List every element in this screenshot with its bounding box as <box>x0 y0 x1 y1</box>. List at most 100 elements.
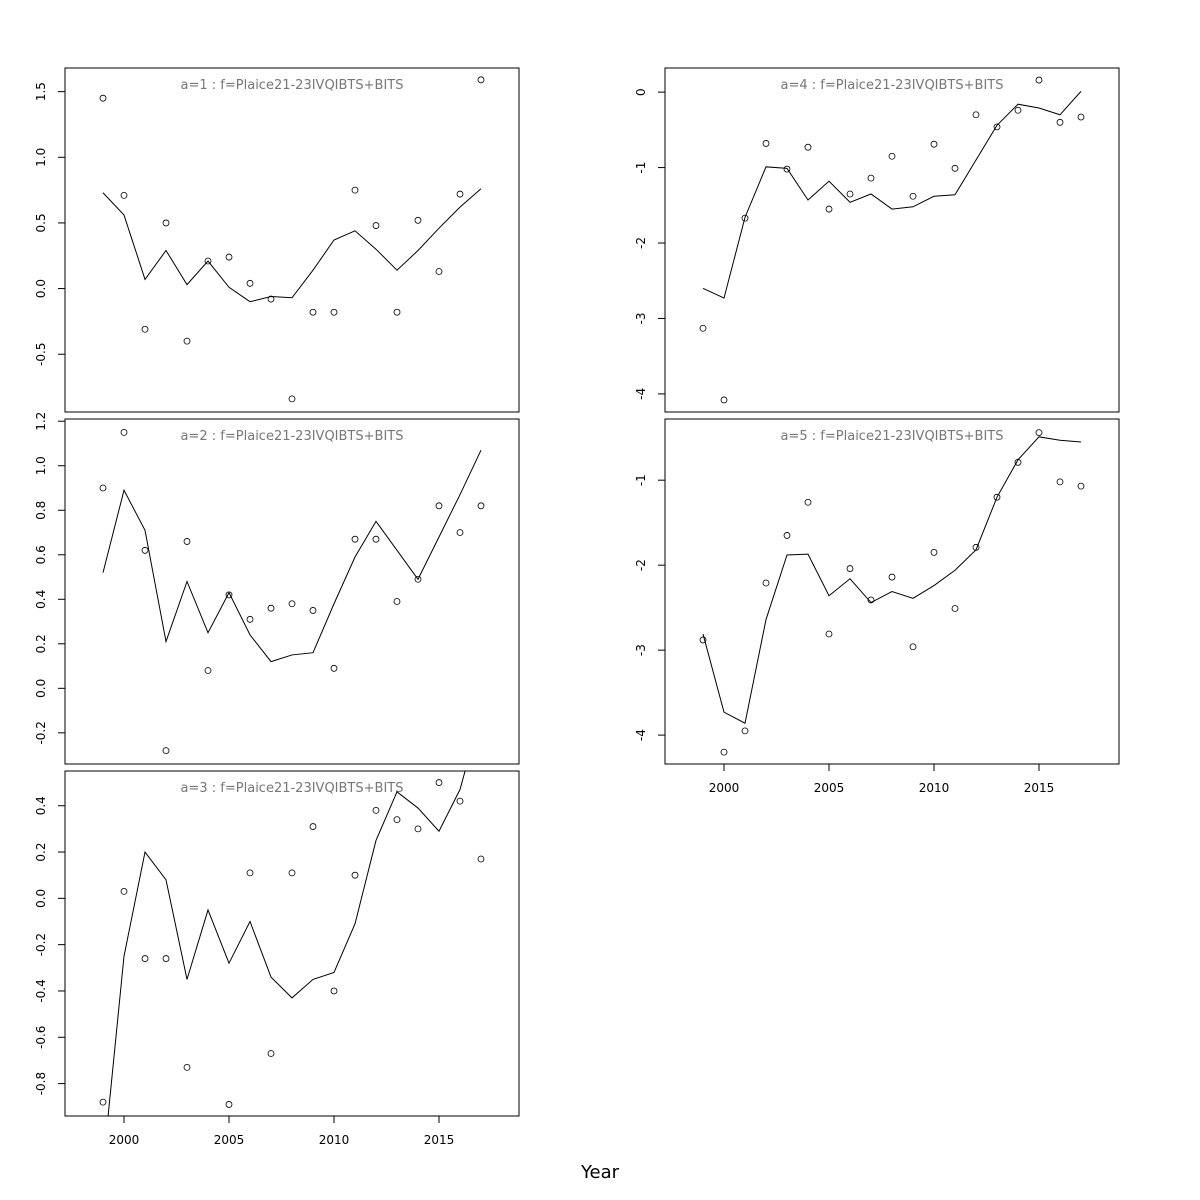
observed-point <box>699 324 707 332</box>
x-tick-label: 2005 <box>214 1133 245 1147</box>
observed-point <box>1056 118 1064 126</box>
observed-point <box>414 575 422 583</box>
observed-point <box>720 396 728 404</box>
observed-point <box>825 205 833 213</box>
plot-area <box>102 188 482 303</box>
fitted-line <box>102 449 482 663</box>
observed-point <box>351 535 359 543</box>
y-tick-label: -2 <box>634 237 648 249</box>
x-axis-label: Year <box>580 1162 620 1183</box>
observed-point <box>477 855 485 863</box>
observed-point <box>414 825 422 833</box>
observed-point <box>909 192 917 200</box>
observed-point <box>435 502 443 510</box>
observed-point <box>741 214 749 222</box>
y-tick-label: 0.5 <box>34 213 48 232</box>
observed-point <box>972 543 980 551</box>
observed-point <box>309 308 317 316</box>
observed-point <box>225 1101 233 1108</box>
observed-point <box>1056 478 1064 486</box>
observed-point <box>288 869 296 877</box>
x-tick-label: 2010 <box>919 781 950 795</box>
observed-point <box>393 308 401 316</box>
plot-area <box>702 91 1082 299</box>
observed-point <box>204 257 212 265</box>
x-tick-label: 2000 <box>109 1133 140 1147</box>
y-tick-label: -1 <box>634 162 648 174</box>
observed-point <box>972 111 980 119</box>
observed-point <box>141 325 149 333</box>
panel-title: a=2 : f=Plaice21-23IVQIBTS+BITS <box>181 429 404 444</box>
observed-point <box>783 532 791 539</box>
observed-point <box>330 987 338 995</box>
y-tick-label: 0.8 <box>34 501 48 520</box>
y-tick-label: 0.0 <box>34 679 48 698</box>
observed-point <box>867 174 875 182</box>
y-tick-label: -0.4 <box>34 979 48 1002</box>
observed-point <box>804 498 812 506</box>
observed-point <box>1077 113 1085 121</box>
plot-area <box>102 449 482 663</box>
y-tick-label: 0.2 <box>34 842 48 861</box>
plot-frame <box>664 67 1120 413</box>
observed-point <box>699 636 707 644</box>
observed-point <box>183 538 191 545</box>
plot-area <box>107 771 466 1116</box>
y-tick-label: -0.8 <box>34 1072 48 1095</box>
observed-point <box>225 253 233 261</box>
y-tick-label: 1.0 <box>34 456 48 475</box>
observed-point <box>1077 482 1085 490</box>
panel-title: a=5 : f=Plaice21-23IVQIBTS+BITS <box>781 429 1004 444</box>
observed-point <box>267 1050 275 1057</box>
observed-point <box>393 598 401 605</box>
observed-point <box>204 667 212 674</box>
observed-point <box>762 579 770 587</box>
observed-point <box>309 607 317 614</box>
observed-point <box>372 222 380 229</box>
observed-point <box>120 888 128 895</box>
plot-area <box>702 436 1082 724</box>
fitted-line <box>702 91 1082 299</box>
y-tick-label: 1.0 <box>34 148 48 167</box>
observed-point <box>99 1098 107 1106</box>
observed-point <box>330 664 338 672</box>
observed-point <box>267 295 275 303</box>
observed-point <box>246 279 254 287</box>
observed-point <box>909 643 917 651</box>
observed-point <box>393 816 401 824</box>
y-tick-label: -4 <box>634 729 648 741</box>
observed-point <box>1035 429 1043 436</box>
observed-point <box>783 165 791 173</box>
observed-point <box>888 573 896 581</box>
observed-point <box>162 747 170 755</box>
observed-point <box>1014 458 1022 466</box>
y-tick-label: 0.4 <box>34 796 48 815</box>
y-tick-label: 0.0 <box>34 889 48 908</box>
observed-point <box>846 565 854 572</box>
observed-point <box>477 502 485 510</box>
observed-point <box>846 190 854 198</box>
observed-point <box>120 428 128 436</box>
observed-point <box>1035 76 1043 84</box>
observed-point <box>225 591 233 599</box>
observed-point <box>888 152 896 160</box>
observed-point <box>477 76 485 84</box>
panel-title: a=3 : f=Plaice21-23IVQIBTS+BITS <box>181 781 404 796</box>
y-tick-label: -3 <box>634 644 648 656</box>
y-tick-label: -3 <box>634 312 648 324</box>
plot-frame <box>64 770 520 1117</box>
observed-point <box>288 600 296 608</box>
y-tick-label: -0.6 <box>34 1026 48 1049</box>
observed-point <box>951 605 959 612</box>
y-tick-label: 0 <box>634 88 648 96</box>
y-tick-label: 1.5 <box>34 82 48 101</box>
observed-point <box>762 140 770 147</box>
observed-point <box>183 337 191 345</box>
fitted-line <box>702 436 1082 724</box>
y-tick-label: -4 <box>634 388 648 400</box>
observed-point <box>330 308 338 316</box>
observed-point <box>720 748 728 756</box>
observed-point <box>267 604 275 612</box>
